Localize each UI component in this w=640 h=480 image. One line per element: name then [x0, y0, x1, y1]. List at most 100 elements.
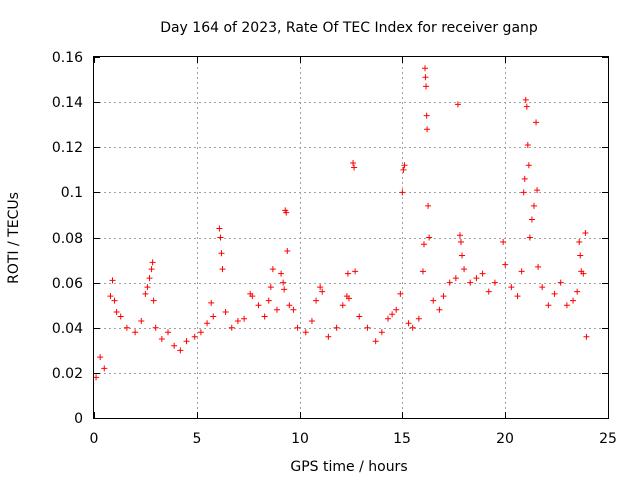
data-point [446, 279, 453, 286]
data-point [249, 293, 256, 300]
data-point [142, 290, 149, 297]
chart-title: Day 164 of 2023, Rate Of TEC Index for r… [160, 20, 538, 36]
data-point [345, 295, 352, 302]
data-point [452, 275, 459, 282]
data-point [217, 234, 224, 241]
data-point [319, 288, 326, 295]
data-point [508, 284, 515, 291]
data-point [454, 101, 461, 108]
data-point [152, 324, 159, 331]
y-axis-label: ROTI / TECUs [6, 192, 22, 284]
data-point [234, 317, 241, 324]
data-point [210, 313, 217, 320]
data-point [219, 266, 226, 273]
data-point [197, 329, 204, 336]
data-point [528, 216, 535, 223]
y-tick-label: 0.12 [52, 140, 83, 156]
data-point [364, 324, 371, 331]
data-point [580, 270, 587, 277]
data-point [401, 162, 408, 169]
data-point [467, 279, 474, 286]
data-point [351, 164, 358, 171]
data-point [269, 266, 276, 273]
data-point [286, 302, 293, 309]
data-point [294, 324, 301, 331]
data-points [93, 65, 590, 381]
data-point [423, 112, 430, 119]
data-point [325, 333, 332, 340]
y-tick-label: 0.08 [52, 231, 83, 247]
data-point [456, 232, 463, 239]
data-point [113, 308, 120, 315]
x-tick-label: 5 [193, 431, 202, 447]
data-point [216, 225, 223, 232]
data-point [522, 96, 529, 103]
y-tick-label: 0.1 [61, 185, 83, 201]
data-point [117, 313, 124, 320]
x-tick-label: 0 [90, 431, 99, 447]
data-point [344, 270, 351, 277]
data-point [582, 229, 589, 236]
data-point [526, 234, 533, 241]
data-point [261, 313, 268, 320]
data-point [241, 315, 248, 322]
data-point [393, 306, 400, 313]
data-point [281, 286, 288, 293]
data-point [101, 365, 108, 372]
data-point [191, 333, 198, 340]
data-point [574, 288, 581, 295]
data-point [399, 189, 406, 196]
data-point [148, 266, 155, 273]
data-point [520, 189, 527, 196]
axis-ticks: 0 5 10 15 20 25 0 0.02 0.04 0.06 0.08 0.1 0.12 0.14 0.… [52, 50, 617, 447]
grid [94, 57, 608, 418]
data-point [149, 259, 156, 266]
data-point [535, 263, 542, 270]
data-point [302, 329, 309, 336]
data-point [533, 119, 540, 126]
data-point [545, 302, 552, 309]
data-point [204, 320, 211, 327]
data-point [530, 202, 537, 209]
data-point [138, 317, 145, 324]
data-point [461, 266, 468, 273]
data-point [420, 241, 427, 248]
data-point [405, 320, 412, 327]
data-point [144, 284, 151, 291]
data-point [426, 234, 433, 241]
data-point [422, 65, 429, 72]
data-point [436, 306, 443, 313]
data-point [397, 290, 404, 297]
data-point [284, 248, 291, 255]
data-point [534, 187, 541, 194]
data-point [228, 324, 235, 331]
data-point [109, 277, 116, 284]
data-point [177, 347, 184, 354]
data-point [290, 306, 297, 313]
x-tick-label: 10 [291, 431, 309, 447]
data-point [440, 293, 447, 300]
data-point [523, 103, 530, 110]
y-tick-label: 0.04 [52, 321, 83, 337]
data-point [352, 268, 359, 275]
data-point [577, 252, 584, 259]
x-tick-label: 25 [599, 431, 617, 447]
data-point [514, 293, 521, 300]
data-point [524, 141, 531, 148]
data-point [551, 290, 558, 297]
data-point [459, 252, 466, 259]
data-point [308, 317, 315, 324]
y-tick-label: 0.14 [52, 95, 83, 111]
data-point [218, 250, 225, 257]
y-tick-label: 0.06 [52, 276, 83, 292]
data-point [280, 279, 287, 286]
data-point [378, 329, 385, 336]
data-point [570, 297, 577, 304]
data-point [356, 313, 363, 320]
data-point [333, 324, 340, 331]
data-point [150, 297, 157, 304]
data-point [208, 299, 215, 306]
data-point [146, 275, 153, 282]
data-point [165, 329, 172, 336]
